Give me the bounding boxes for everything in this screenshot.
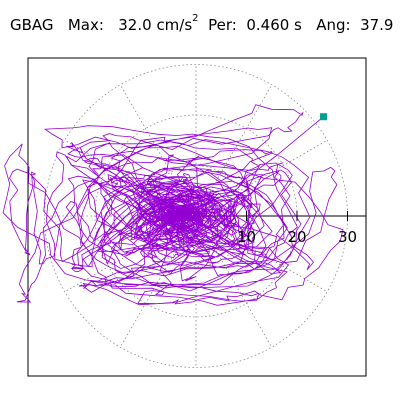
period-label: Per: — [208, 16, 237, 34]
grid-spoke — [195, 215, 328, 293]
peak-marker — [320, 113, 328, 121]
station-name: GBAG — [10, 16, 54, 34]
max-value: 32.0 — [118, 16, 152, 34]
max-unit: cm/s2 — [156, 13, 199, 34]
max-label: Max: — [67, 16, 104, 34]
max-unit-exponent: 2 — [192, 13, 199, 24]
chart-header: GBAG Max: 32.0 cm/s2 Per: 0.460 s Ang: 3… — [10, 13, 394, 34]
peak-marker-group — [320, 113, 328, 121]
angle-label: Ang: — [316, 16, 351, 34]
plot-frame — [27, 57, 367, 377]
angle-value: 37.9 — [360, 16, 394, 34]
radial-tick-labels: 10 20 30 — [237, 211, 357, 246]
radial-tick-label: 10 — [237, 228, 256, 246]
grid-spoke — [119, 84, 197, 217]
orbit-line — [2, 104, 344, 306]
radial-tick-label: 20 — [287, 228, 306, 246]
period-value: 0.460 s — [246, 16, 302, 34]
radial-tick-label: 30 — [338, 228, 357, 246]
orbit-trace — [2, 104, 344, 306]
